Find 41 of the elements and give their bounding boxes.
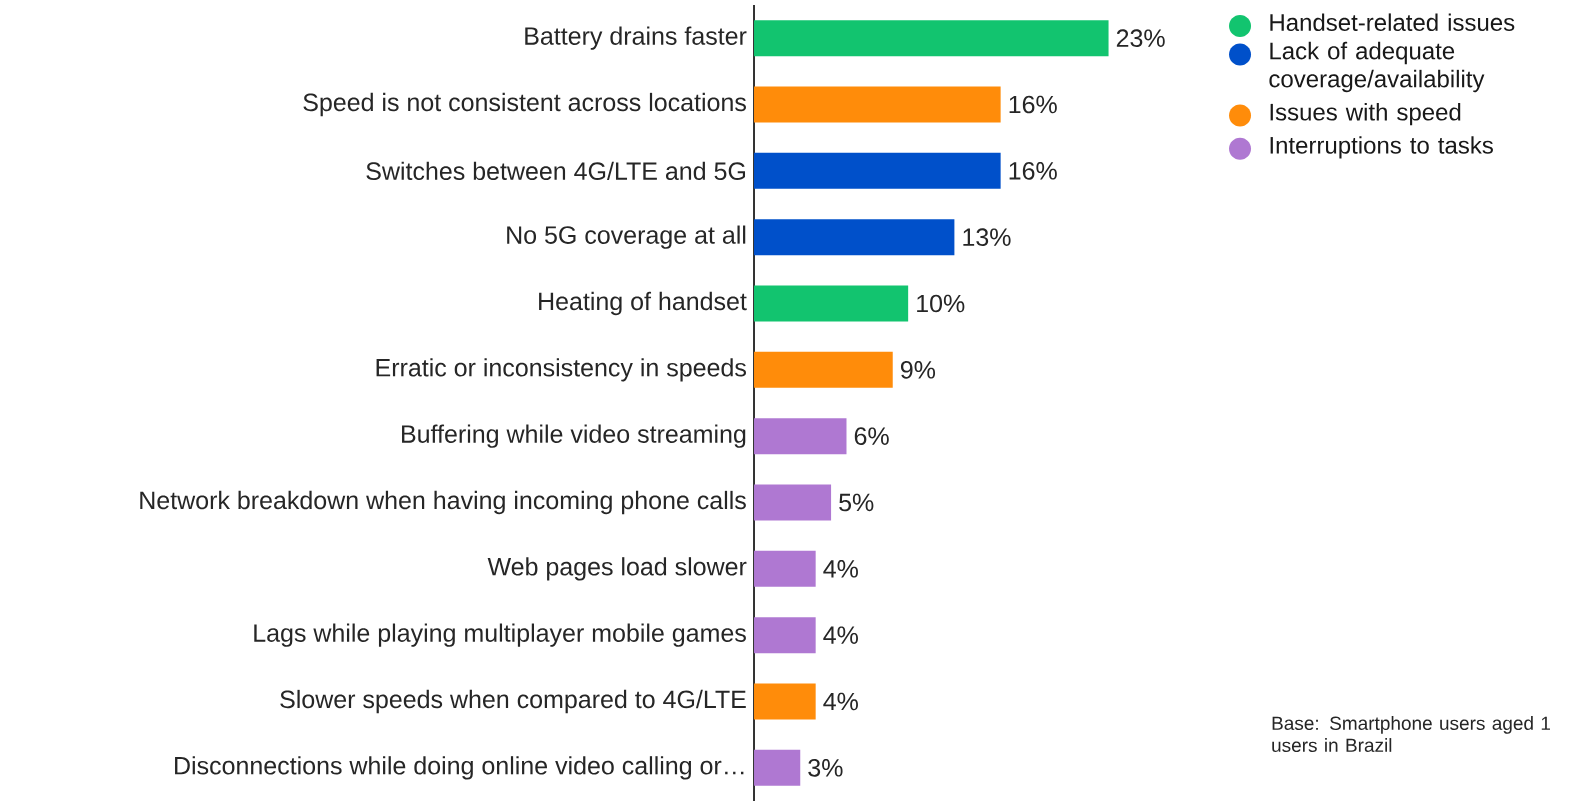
y-tick-label: Heating of handset [539, 291, 747, 316]
legend-label: Handset-related issues [1270, 13, 1515, 32]
data-label: 10% [917, 294, 965, 313]
data-label: 4% [823, 560, 858, 578]
data-label: 16% [1009, 95, 1057, 114]
bar [754, 418, 847, 455]
y-tick-label: Buffering while video streaming [402, 424, 746, 448]
bar [754, 550, 816, 587]
bar [754, 285, 909, 322]
y-tick-label: Lags while playing multiplayer mobile games [254, 623, 746, 647]
y-tick-label: Battery drains faster [525, 26, 747, 50]
bar [754, 351, 893, 388]
data-label: 5% [839, 493, 874, 512]
bar [754, 617, 816, 654]
data-label: 4% [823, 626, 858, 644]
data-label: 9% [900, 361, 936, 379]
legend-label: Issues with speed [1270, 103, 1461, 126]
y-tick-label: Disconnections while doing online video calling or… [175, 756, 744, 780]
bar [754, 20, 1109, 57]
data-label: 23% [1116, 29, 1165, 48]
bar [754, 152, 1001, 189]
text: Base: Smartphone users aged 1 users in Brazil [1272, 716, 1550, 753]
bar [754, 219, 955, 256]
y-tick-label: Erratic or inconsistency in speeds [376, 358, 746, 382]
legend-label: Interruptions to tasks [1270, 136, 1493, 159]
legend-label: Lack of adequate coverage/availability [1269, 41, 1485, 93]
bar [754, 749, 801, 786]
bar [754, 484, 832, 521]
data-label: 4% [823, 692, 858, 711]
y-tick-label: Speed is not consistent across locations [303, 92, 746, 117]
y-tick-label: Web pages load slower [487, 557, 747, 581]
data-label: 6% [854, 427, 889, 446]
data-label: 16% [1009, 162, 1057, 180]
data-label: 13% [963, 228, 1011, 247]
bar [754, 86, 1001, 123]
y-tick-label: Slower speeds when compared to 4G/LTE [280, 689, 746, 714]
y-tick-label: No 5G coverage at all [507, 225, 746, 249]
y-tick-label: Network breakdown when having incoming phone calls [140, 490, 746, 515]
data-label: 3% [808, 759, 843, 777]
bar [754, 683, 816, 720]
y-tick-label: Switches between 4G/LTE and 5G [366, 161, 746, 181]
